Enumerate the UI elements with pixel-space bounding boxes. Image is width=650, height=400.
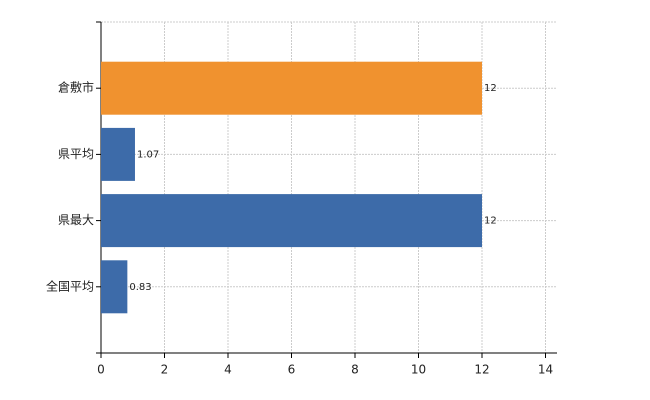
x-tick-label: 0 [97, 363, 105, 377]
x-tick-label: 4 [224, 363, 232, 377]
x-tick-label: 6 [288, 363, 296, 377]
x-tick-label: 8 [351, 363, 359, 377]
y-tick-label: 県平均 [58, 147, 94, 161]
bar [101, 61, 482, 115]
y-tick-label: 県最大 [58, 213, 94, 227]
bar [101, 127, 135, 181]
y-tick-label: 全国平均 [46, 278, 94, 293]
value-label: 12 [484, 83, 497, 94]
y-tick-label: 倉敷市 [58, 80, 94, 95]
bar [101, 194, 482, 248]
value-label: 0.83 [129, 282, 151, 293]
x-tick-label: 12 [474, 363, 489, 377]
x-tick-label: 10 [411, 363, 426, 377]
x-tick-label: 14 [538, 363, 553, 377]
x-tick-label: 2 [161, 363, 169, 377]
bar [101, 260, 128, 314]
value-label: 1.07 [137, 149, 159, 160]
value-label: 12 [484, 216, 497, 227]
